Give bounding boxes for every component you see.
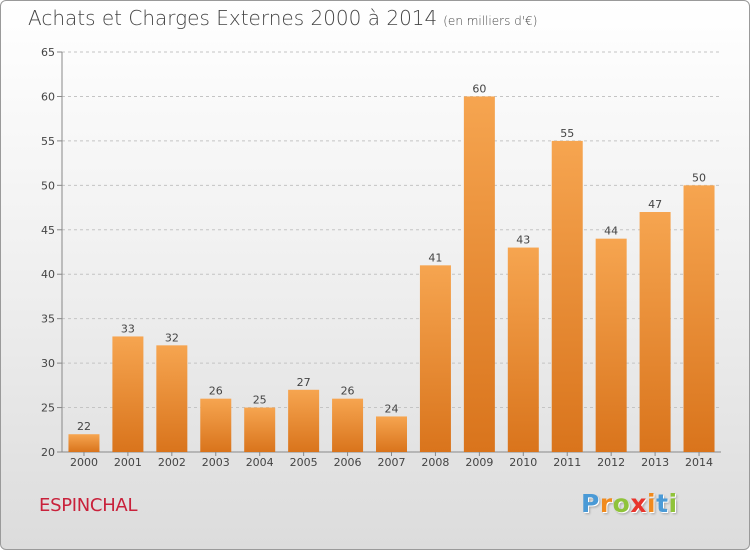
data-label: 47 xyxy=(648,198,662,211)
data-label: 50 xyxy=(692,171,706,184)
bar xyxy=(683,185,715,453)
x-tick-label: 2008 xyxy=(421,456,449,469)
data-label: 26 xyxy=(341,385,355,398)
commune-name: ESPINCHAL xyxy=(39,495,138,516)
y-tick-label: 65 xyxy=(41,46,55,59)
logo-letter: x xyxy=(630,489,647,518)
x-tick-label: 2005 xyxy=(290,456,318,469)
y-tick-label: 55 xyxy=(41,135,55,148)
y-tick-label: 40 xyxy=(41,268,55,281)
logo-letter: i xyxy=(647,489,657,518)
bar xyxy=(507,247,539,452)
data-label: 60 xyxy=(472,82,486,95)
bar xyxy=(112,336,144,452)
bar xyxy=(595,238,627,452)
data-label: 32 xyxy=(165,331,179,344)
data-labels: 22 33 32 26 25 27 26 24 41 60 43 55 44 47 50 xyxy=(77,82,706,433)
x-tick-label: 2014 xyxy=(685,456,713,469)
data-label: 44 xyxy=(604,225,618,238)
x-tick-label: 2012 xyxy=(597,456,625,469)
y-tick-label: 45 xyxy=(41,224,55,237)
y-tick-label: 35 xyxy=(41,313,55,326)
proxiti-logo[interactable]: Proxiti xyxy=(581,489,678,518)
bar xyxy=(376,416,407,452)
data-label: 55 xyxy=(560,127,574,140)
logo-letter: P xyxy=(581,489,600,518)
x-tick-label: 2002 xyxy=(158,456,186,469)
data-label: 33 xyxy=(121,322,135,335)
bar xyxy=(551,140,583,452)
bar xyxy=(463,96,495,452)
y-tick-label: 25 xyxy=(41,402,55,415)
x-tick-label: 2001 xyxy=(114,456,142,469)
x-tick-label: 2000 xyxy=(70,456,98,469)
x-tick-label: 2003 xyxy=(202,456,230,469)
bar xyxy=(639,212,671,452)
chart-title-text: Achats et Charges Externes 2000 à 2014 xyxy=(28,6,438,30)
logo-letter: i xyxy=(668,489,678,518)
x-tick-label: 2007 xyxy=(378,456,406,469)
data-label: 22 xyxy=(77,420,91,433)
data-label: 41 xyxy=(428,251,442,264)
logo-letter: r xyxy=(599,489,613,518)
x-tick-label: 2011 xyxy=(553,456,581,469)
y-tick-label: 60 xyxy=(41,90,55,103)
bar xyxy=(200,398,232,452)
x-tick-label: 2013 xyxy=(641,456,669,469)
data-label: 26 xyxy=(209,385,223,398)
data-label: 25 xyxy=(253,394,267,407)
x-tick-label: 2009 xyxy=(465,456,493,469)
data-label: 43 xyxy=(516,234,530,247)
bar xyxy=(156,345,188,452)
bar xyxy=(332,398,364,452)
bar xyxy=(419,265,451,452)
bar xyxy=(288,389,320,452)
chart-subtitle: (en milliers d'€) xyxy=(443,14,538,28)
data-label: 24 xyxy=(385,402,399,415)
x-tick-label: 2010 xyxy=(509,456,537,469)
logo-letter: o xyxy=(612,489,631,518)
bar xyxy=(244,407,276,452)
logo-letter: t xyxy=(656,489,669,518)
y-tick-label: 30 xyxy=(41,357,55,370)
x-tick-label: 2004 xyxy=(246,456,274,469)
y-tick-label: 50 xyxy=(41,179,55,192)
chart-title: Achats et Charges Externes 2000 à 2014 (e… xyxy=(28,6,537,30)
data-label: 27 xyxy=(297,376,311,389)
x-tick-labels: 2000 2001 2002 2003 2004 2005 2006 2007 2008 2009… xyxy=(70,456,713,469)
x-tick-label: 2006 xyxy=(334,456,362,469)
bars xyxy=(68,96,715,453)
y-tick-labels: 20 25 30 35 40 45 50 55 60 65 xyxy=(41,46,55,459)
bar xyxy=(68,434,100,452)
y-tick-label: 20 xyxy=(41,446,55,459)
